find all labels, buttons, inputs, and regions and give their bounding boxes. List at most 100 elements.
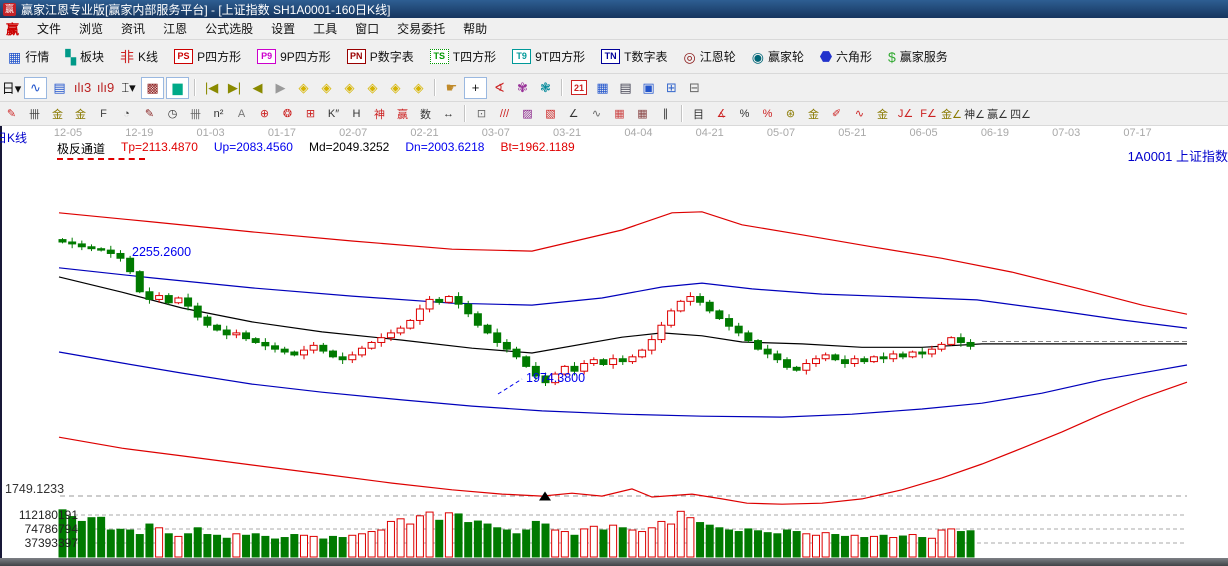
network-button[interactable]: ⊞ [666, 79, 677, 95]
sectors-button[interactable]: ▚ 板块 [57, 40, 112, 73]
angle-lines-tool[interactable]: ∠ [568, 108, 579, 120]
crosshair-tool-button[interactable]: + [464, 76, 487, 99]
p9-square-button[interactable]: P9 9P四方形 [249, 40, 339, 73]
chart-9-button[interactable]: ılı9 [96, 80, 115, 95]
hand-tool-button[interactable]: ☛ [445, 79, 458, 95]
zigzag-view-button[interactable]: ∿ [24, 76, 47, 99]
pencil-ruler-tool[interactable]: ✎ [144, 108, 155, 120]
gann-ruler-tool[interactable]: 卌 [29, 108, 40, 121]
pattern-button[interactable]: ▩ [141, 76, 164, 99]
a-angle-tool[interactable]: A [237, 107, 246, 120]
menu-item-4[interactable]: 公式选股 [205, 22, 254, 36]
menu-item-0[interactable]: 文件 [37, 22, 62, 36]
pencil-tool[interactable]: ✎ [6, 108, 17, 120]
menu-item-8[interactable]: 交易委托 [397, 22, 446, 36]
menu-item-3[interactable]: 江恩 [163, 22, 188, 36]
shen-angle-tool[interactable]: 神∠ [964, 108, 985, 121]
save-button[interactable]: ▣ [642, 79, 655, 95]
n2-tool[interactable]: n² [213, 107, 224, 120]
ruler-tool[interactable]: 卌 [190, 108, 201, 121]
marker-pencil-tool[interactable]: ✐ [831, 108, 842, 120]
spiral-tool[interactable]: ◔ [123, 107, 130, 120]
t-number-button[interactable]: TN T数字表 [593, 40, 675, 73]
chart-3-button[interactable]: ılı3 [73, 80, 92, 95]
gold-ruler-tool[interactable]: 金 [52, 108, 63, 121]
hexagon-button[interactable]: 六角形 [812, 40, 880, 73]
menu-item-1[interactable]: 浏览 [79, 22, 104, 36]
compass-tool[interactable]: ⊕ [259, 108, 270, 120]
net-tool-button[interactable]: ❃ [540, 79, 551, 95]
web-box-tool[interactable]: ⊞ [305, 108, 316, 120]
percent-lines-tool[interactable]: % [762, 107, 773, 120]
width-measure-tool[interactable]: ↔ [443, 107, 454, 120]
diamond-compress-button[interactable]: ◈ [344, 79, 355, 95]
menu-item-9[interactable]: 帮助 [463, 22, 488, 36]
shen-tool[interactable]: 神 [374, 108, 385, 121]
ying-angle-tool[interactable]: 赢∠ [987, 108, 1008, 121]
web-target-tool[interactable]: ❂ [282, 108, 293, 120]
cycle-circle-tool[interactable]: ◷ [167, 108, 178, 120]
t-square-button[interactable]: TS T四方形 [422, 40, 504, 73]
diamond-left-button[interactable]: ◈ [298, 79, 309, 95]
menu-item-5[interactable]: 设置 [271, 22, 296, 36]
k-mark-tool[interactable]: K″ [327, 107, 340, 120]
gann-box-tool-button[interactable]: ✾ [517, 79, 528, 95]
gold-ruler2-tool[interactable]: 金 [75, 108, 86, 121]
gann-wheel-button[interactable]: ◎ 江恩轮 [675, 40, 743, 73]
winner-service-button[interactable]: $ 赢家服务 [880, 40, 956, 73]
print-button[interactable]: ⊟ [689, 79, 700, 95]
kline-button[interactable]: 非 K线 [112, 40, 166, 73]
calculator-button[interactable]: ▦ [596, 79, 609, 95]
diamond-right-button[interactable]: ◈ [321, 79, 332, 95]
diamond-move-button[interactable]: ◈ [413, 79, 424, 95]
color-bars-button[interactable]: ▆ [166, 76, 189, 99]
quotes-button[interactable]: ▦ 行情 [0, 40, 57, 73]
chart-area[interactable]: 12-05 12-19 01-03 01-17 02-07 02-21 03-07 03-21… [0, 126, 1228, 558]
gold-ruler-lines-tool[interactable]: 金 [877, 108, 888, 121]
h-ruler-tool[interactable]: H [352, 107, 361, 120]
winner-wheel-button[interactable]: ◉ 赢家轮 [744, 40, 812, 73]
diamond-expand-button[interactable]: ◈ [367, 79, 378, 95]
clipboard-button[interactable]: ▤ [53, 79, 66, 95]
gold-lines-tool[interactable]: 金 [808, 108, 819, 121]
indicator-name[interactable]: 极反通道 [57, 142, 106, 156]
si-angle-tool[interactable]: 四∠ [1010, 108, 1031, 121]
purple-fan-box-tool[interactable]: ▨ [522, 108, 533, 120]
parallel-lines-tool[interactable]: ∥ [662, 108, 669, 120]
candle-style-button[interactable]: ⌶▾ [121, 79, 136, 95]
notes-button[interactable]: ▤ [619, 79, 632, 95]
nav-first-button[interactable]: |◀ [204, 79, 219, 95]
j-angle-tool[interactable]: J∠ [897, 108, 914, 120]
nav-next-button[interactable]: ▶ [275, 79, 286, 95]
menu-item-2[interactable]: 资讯 [121, 22, 146, 36]
ying-tool[interactable]: 赢 [397, 108, 408, 121]
kline-chart-canvas[interactable] [2, 126, 1228, 558]
red-fan-box-tool[interactable]: ▧ [545, 108, 556, 120]
f-angle-tool[interactable]: F∠ [920, 108, 937, 120]
box-plot-tool[interactable]: ⊡ [476, 108, 487, 120]
wave-a-tool[interactable]: ∿ [854, 108, 865, 120]
shu-ruler-tool[interactable]: 数 [420, 108, 431, 121]
period-candle-button[interactable]: 日▾ [1, 81, 22, 96]
percent-tool[interactable]: % [739, 107, 750, 120]
red-grid-tool[interactable]: ▦ [614, 108, 625, 120]
calendar-button[interactable]: 21 [571, 80, 587, 95]
p-square-button[interactable]: PS P四方形 [166, 40, 249, 73]
gold-angle-tool[interactable]: 金∠ [941, 108, 962, 121]
gold-circle-tool[interactable]: ⊛ [785, 108, 796, 120]
wave-tool[interactable]: ∿ [591, 108, 602, 120]
f-ruler-tool[interactable]: F [100, 107, 107, 120]
ray-fan-tool[interactable]: /// [499, 107, 510, 120]
angle-arc-tool[interactable]: ∡ [716, 108, 727, 120]
menu-item-6[interactable]: 工具 [313, 22, 338, 36]
menu-item-7[interactable]: 窗口 [355, 22, 380, 36]
p-number-button[interactable]: PN P数字表 [339, 40, 422, 73]
symbol-label[interactable]: 1A0001 上证指数 [1127, 149, 1228, 164]
angle-measure-button[interactable]: ∢ [494, 79, 505, 95]
levels-tool[interactable]: 目 [693, 108, 704, 121]
t9-square-button[interactable]: T9 9T四方形 [504, 40, 593, 73]
nav-last-button[interactable]: ▶| [227, 79, 242, 95]
grid-arrow-tool[interactable]: ▦ [637, 108, 648, 120]
diamond-cross-button[interactable]: ◈ [390, 79, 401, 95]
nav-prev-button[interactable]: ◀ [252, 79, 263, 95]
